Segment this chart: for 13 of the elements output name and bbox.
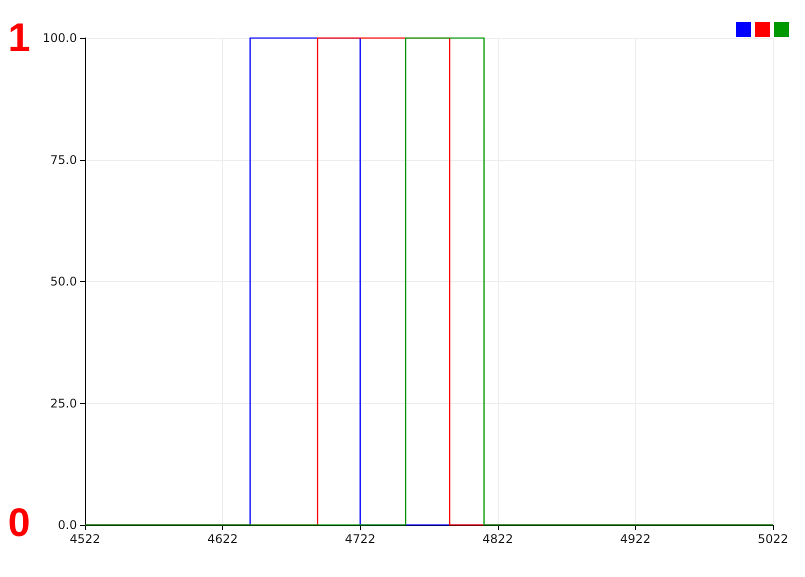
text: 1 xyxy=(8,16,30,60)
y-tick-label: 0.0 xyxy=(58,518,77,532)
x-tick-label: 4922 xyxy=(620,532,651,546)
x-tick-label: 4622 xyxy=(207,532,238,546)
y-tick-label: 50.0 xyxy=(50,274,77,288)
x-tick-label: 4522 xyxy=(70,532,100,546)
x-tick-label: 4822 xyxy=(482,532,514,546)
y-tick-label: 25.0 xyxy=(50,396,77,410)
y-tick-label: 75.0 xyxy=(50,152,77,167)
text: 0 xyxy=(8,501,30,545)
x-tick-label: 5022 xyxy=(758,532,788,546)
y-tick-label: 100.0 xyxy=(42,31,77,45)
x-tick-label: 4722 xyxy=(344,532,376,546)
